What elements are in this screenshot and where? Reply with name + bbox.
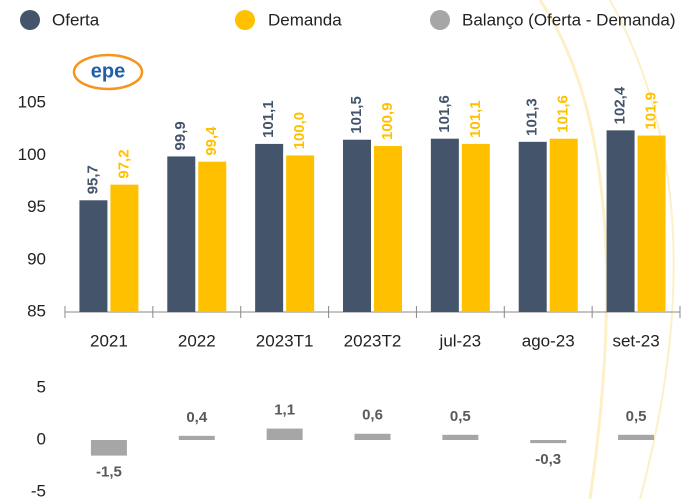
bar: [354, 433, 391, 440]
data-label: 101,3: [524, 98, 541, 136]
data-label: 101,1: [467, 100, 484, 138]
x-tick-label: ago-23: [522, 331, 575, 350]
data-label: 100,0: [291, 112, 308, 150]
bar: [286, 155, 315, 312]
data-label: 0,5: [626, 408, 647, 425]
bar: [518, 141, 547, 312]
data-label: 0,4: [186, 409, 208, 426]
bar: [167, 156, 196, 312]
data-label: 1,1: [274, 402, 295, 419]
bar: [90, 440, 127, 456]
bar: [255, 143, 284, 312]
x-tick-label: 2021: [90, 331, 128, 350]
data-label: 99,4: [203, 126, 220, 156]
x-tick-label: 2022: [178, 331, 216, 350]
bar: [110, 184, 139, 312]
bar: [530, 440, 567, 444]
bar: [79, 200, 108, 312]
x-tick-label: 2023T1: [256, 331, 314, 350]
data-label: 100,9: [379, 102, 396, 140]
bar: [442, 434, 479, 440]
x-tick-label: 2023T2: [344, 331, 402, 350]
legend-marker: [20, 10, 40, 30]
data-label: -1,5: [96, 464, 122, 481]
data-label: 101,5: [348, 96, 365, 134]
bar: [618, 434, 655, 440]
bar: [198, 161, 227, 312]
legend-marker: [430, 10, 450, 30]
data-label: -0,3: [535, 451, 561, 468]
x-tick-label: set-23: [612, 331, 659, 350]
y-tick-label: 0: [37, 429, 46, 448]
bar: [430, 138, 459, 312]
y-tick-label: 105: [18, 93, 46, 112]
data-label: 0,6: [362, 407, 383, 424]
data-label: 101,6: [436, 95, 453, 133]
data-label: 101,9: [643, 92, 660, 130]
y-tick-label: -5: [31, 481, 46, 499]
logo-ring: [72, 53, 144, 91]
bar: [178, 435, 215, 440]
data-label: 0,5: [450, 408, 471, 425]
bar: [266, 428, 303, 440]
legend-label: Demanda: [268, 10, 342, 29]
data-label: 101,6: [555, 95, 572, 133]
x-tick-label: jul-23: [439, 331, 482, 350]
logo: epe: [91, 60, 125, 82]
decoration: [609, 0, 675, 500]
bar: [461, 143, 490, 312]
y-tick-label: 95: [27, 197, 46, 216]
data-label: 102,4: [612, 86, 629, 124]
bar: [637, 135, 666, 312]
bar: [343, 139, 371, 312]
decoration: [538, 0, 609, 500]
y-tick-label: 100: [18, 145, 46, 164]
data-label: 99,9: [172, 121, 189, 150]
y-tick-label: 90: [27, 249, 46, 268]
legend-marker: [235, 10, 255, 30]
y-tick-label: 85: [27, 301, 46, 320]
bar: [549, 138, 578, 312]
bar: [374, 146, 402, 312]
bar: [606, 130, 635, 312]
data-label: 97,2: [115, 149, 132, 178]
legend-label: Oferta: [52, 10, 100, 29]
legend-label: Balanço (Oferta - Demanda): [462, 10, 676, 29]
data-label: 95,7: [84, 165, 101, 194]
y-tick-label: 5: [37, 377, 46, 396]
data-label: 101,1: [260, 100, 277, 138]
